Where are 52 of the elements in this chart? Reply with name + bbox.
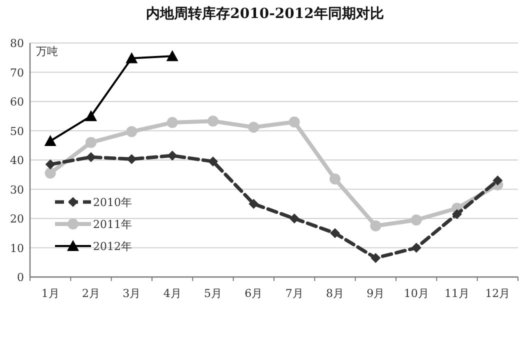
point — [166, 117, 178, 128]
point — [411, 242, 422, 253]
x-tick-label: 10月 — [404, 287, 429, 300]
x-tick-label: 5月 — [204, 287, 222, 300]
x-tick-label: 3月 — [122, 287, 141, 300]
point — [410, 214, 422, 226]
x-tick-label: 9月 — [366, 287, 385, 300]
legend-label: 2012年 — [93, 240, 132, 253]
chart-title: 内地周转库存2010-2012年同期对比 — [146, 5, 384, 22]
point — [248, 122, 260, 133]
x-tick-label: 1月 — [41, 287, 60, 300]
point — [208, 156, 218, 166]
x-tick-label: 6月 — [244, 287, 263, 300]
point — [330, 228, 340, 238]
point — [492, 175, 503, 186]
y-tick-label: 70 — [10, 66, 24, 80]
y-tick-label: 30 — [10, 183, 24, 196]
x-tick-label: 2月 — [82, 287, 100, 300]
point — [86, 152, 96, 162]
x-tick-label: 4月 — [163, 287, 182, 300]
point — [370, 252, 381, 263]
y-tick-label: 0 — [17, 271, 24, 284]
point — [166, 50, 178, 62]
y-tick-label: 40 — [10, 154, 24, 167]
y-tick-label: 60 — [10, 96, 24, 108]
y-tick-label: 50 — [10, 124, 24, 138]
point — [45, 159, 56, 170]
y-tick-label: 10 — [10, 242, 24, 255]
point — [167, 150, 178, 161]
point — [208, 116, 218, 127]
point — [44, 168, 56, 179]
point — [370, 220, 382, 232]
point — [289, 214, 300, 224]
x-tick-label: 7月 — [285, 287, 304, 300]
point — [126, 52, 138, 64]
point — [44, 134, 56, 146]
y-axis-title: 万吨 — [36, 45, 58, 58]
point — [288, 116, 300, 128]
point — [248, 198, 259, 209]
legend-label: 2011年 — [93, 218, 132, 231]
point — [126, 126, 138, 138]
point — [452, 209, 462, 220]
x-tick-label: 12月 — [485, 287, 510, 300]
y-tick-label: 20 — [10, 212, 24, 226]
x-tick-label: 11月 — [444, 287, 470, 300]
x-tick-label: 8月 — [326, 287, 344, 300]
point — [85, 110, 97, 122]
y-tick-label: 80 — [10, 37, 24, 50]
point — [126, 154, 137, 164]
legend-label: 2010年 — [93, 196, 132, 209]
point — [86, 136, 96, 148]
point — [330, 174, 340, 185]
